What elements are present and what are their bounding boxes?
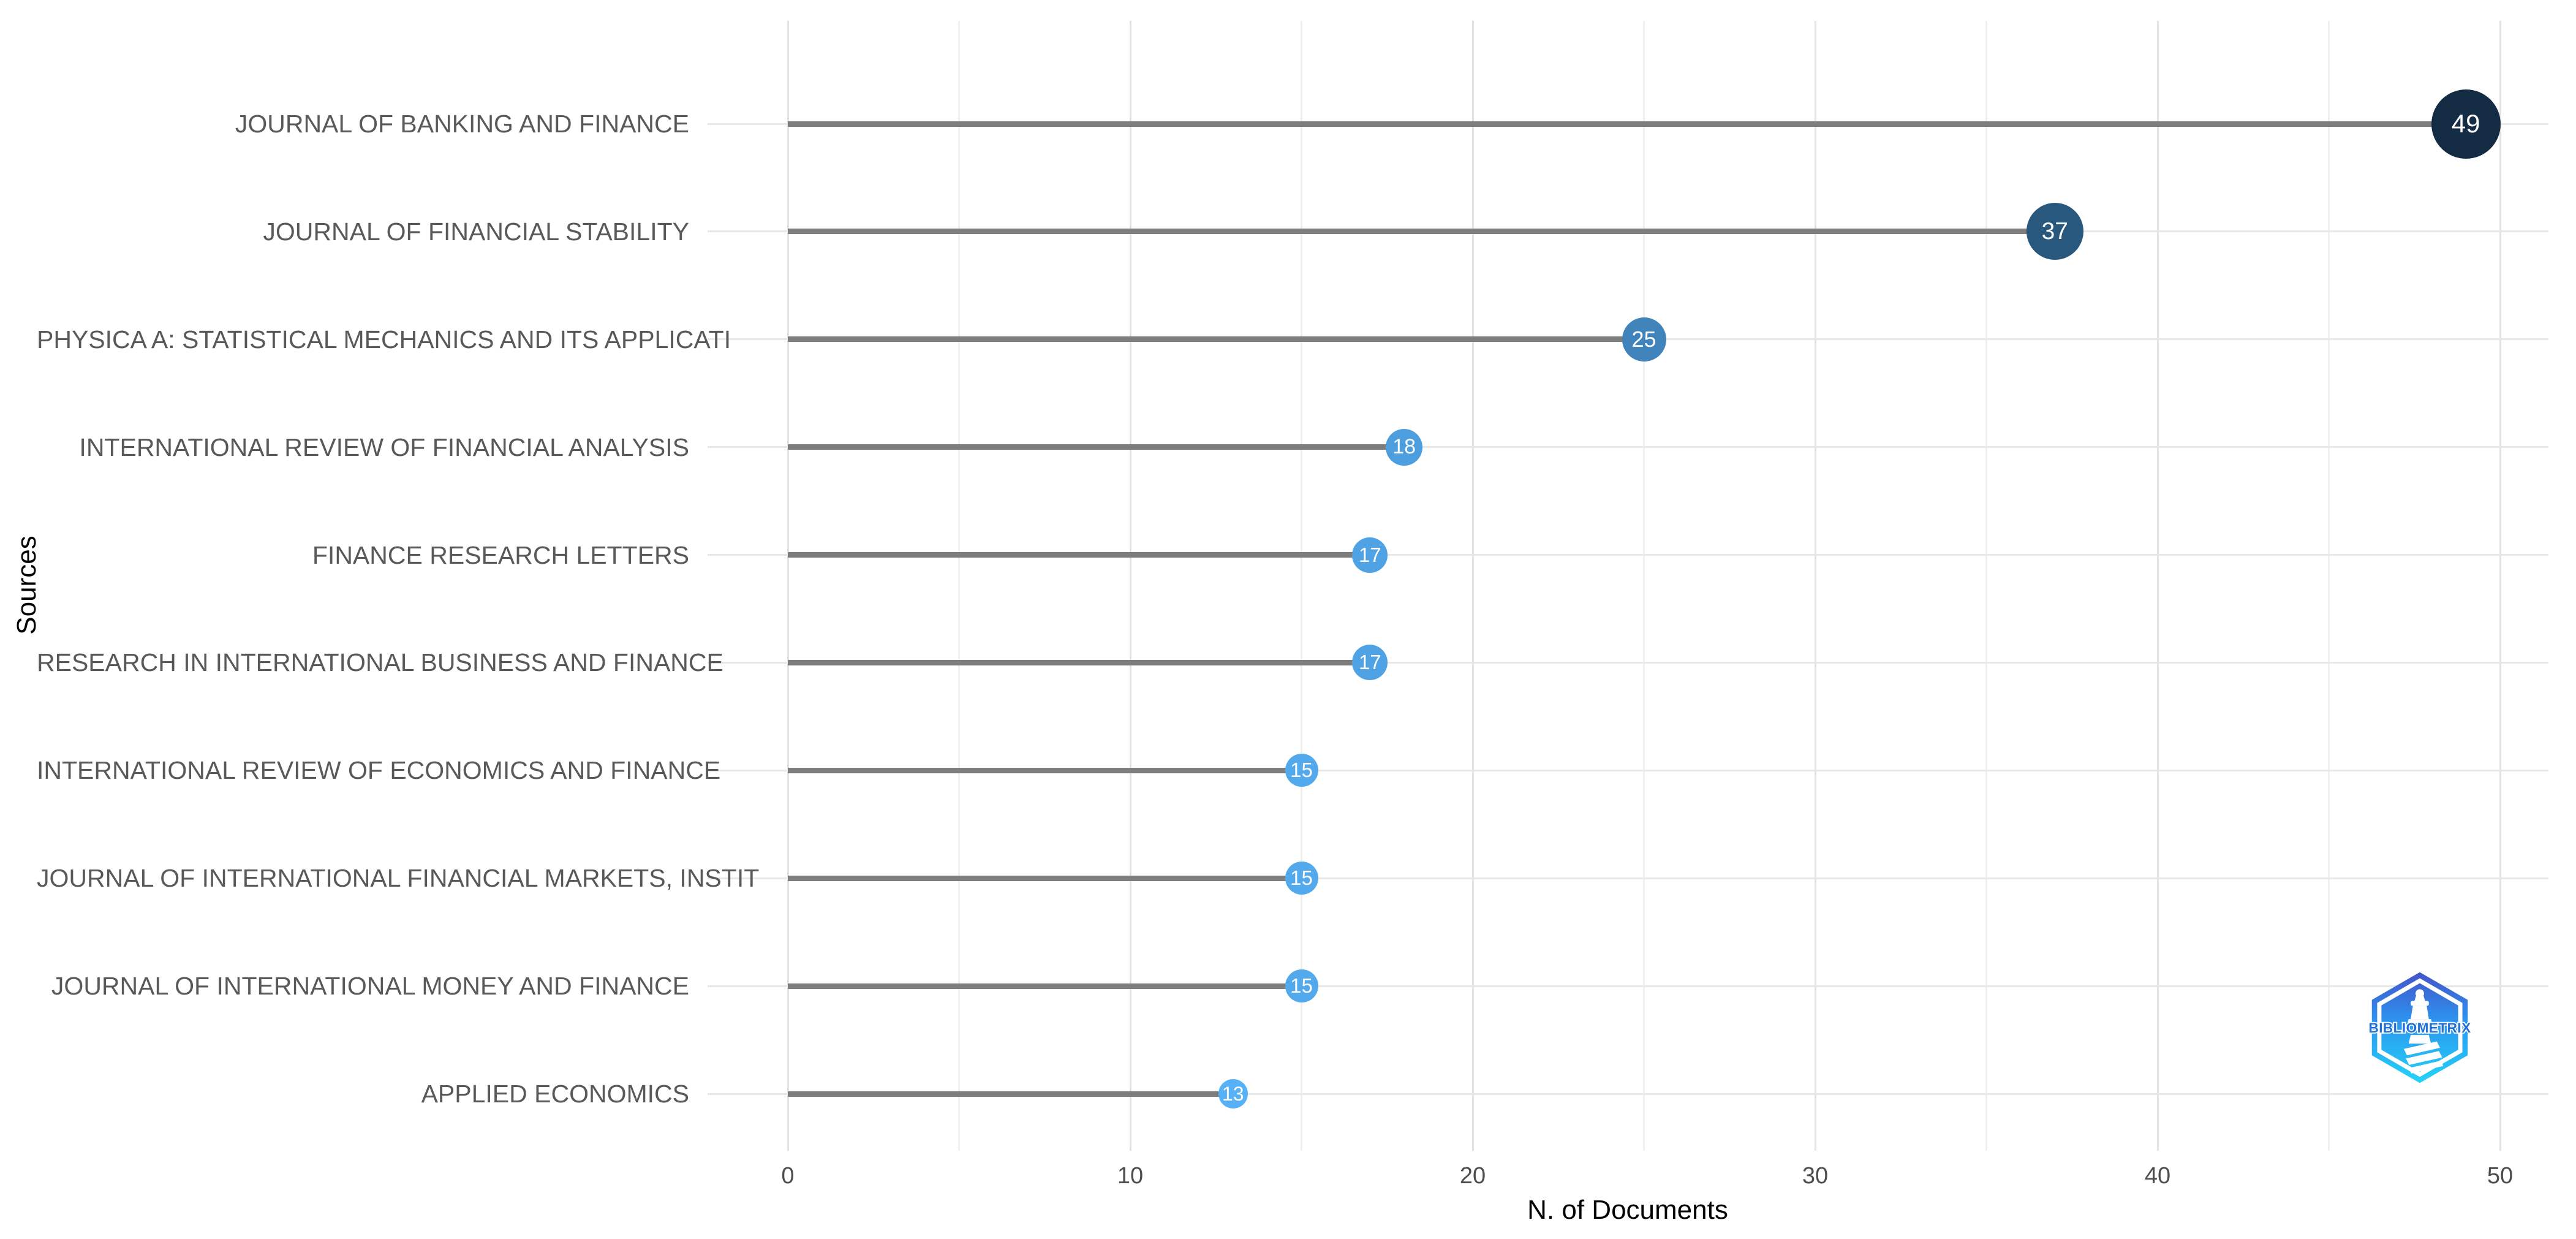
lollipop-dot: 25 <box>1622 317 1666 362</box>
lollipop-dot: 15 <box>1285 862 1318 895</box>
lollipop-dot: 15 <box>1285 754 1318 787</box>
dot-value-label: 18 <box>1392 435 1416 459</box>
x-tick-label: 0 <box>781 1163 795 1189</box>
lollipop-dot: 49 <box>2431 89 2501 159</box>
lollipop-stem <box>788 875 1302 881</box>
x-axis-title: N. of Documents <box>1527 1195 1728 1225</box>
source-label: JOURNAL OF FINANCIAL STABILITY <box>263 217 689 246</box>
y-axis-title: Sources <box>12 536 42 635</box>
grid-line-vertical-minor <box>1301 21 1302 1151</box>
source-label: PHYSICA A: STATISTICAL MECHANICS AND ITS… <box>37 325 731 354</box>
lollipop-stem <box>788 444 1405 450</box>
source-label: JOURNAL OF INTERNATIONAL MONEY AND FINAN… <box>51 972 689 1001</box>
grid-line-vertical-major <box>1814 21 1816 1151</box>
lollipop-dot: 15 <box>1285 969 1318 1003</box>
dot-value-label: 17 <box>1358 543 1381 566</box>
lollipop-stem <box>788 767 1302 773</box>
grid-line-vertical-major <box>787 21 789 1151</box>
dot-value-label: 15 <box>1290 759 1313 782</box>
bibliometrix-logo-icon: BIBLIOMETRIX <box>2368 972 2472 1083</box>
source-label: INTERNATIONAL REVIEW OF FINANCIAL ANALYS… <box>79 433 689 461</box>
dot-value-label: 15 <box>1290 866 1313 890</box>
grid-line-vertical-minor <box>958 21 960 1151</box>
grid-line-vertical-minor <box>2328 21 2330 1151</box>
grid-line-horizontal <box>708 985 2548 987</box>
grid-line-horizontal <box>708 446 2548 449</box>
lollipop-dot: 17 <box>1352 537 1388 573</box>
grid-line-horizontal <box>708 769 2548 771</box>
lollipop-stem <box>788 659 1370 665</box>
lollipop-stem <box>788 229 2055 235</box>
x-tick-label: 10 <box>1117 1163 1144 1189</box>
dot-value-label: 15 <box>1290 974 1313 998</box>
grid-line-vertical-minor <box>1643 21 1645 1151</box>
dot-value-label: 49 <box>2451 109 2480 138</box>
x-tick-label: 20 <box>1459 1163 1486 1189</box>
lollipop-dot: 18 <box>1386 428 1423 466</box>
source-label: APPLIED ECONOMICS <box>421 1080 689 1108</box>
lollipop-dot: 37 <box>2026 203 2083 260</box>
lollipop-stem <box>788 552 1370 558</box>
dot-value-label: 13 <box>1222 1082 1244 1105</box>
x-tick-label: 40 <box>2144 1163 2171 1189</box>
x-tick-label: 50 <box>2487 1163 2514 1189</box>
source-label: JOURNAL OF INTERNATIONAL FINANCIAL MARKE… <box>37 864 760 893</box>
grid-line-vertical-major <box>2499 21 2501 1151</box>
lollipop-dot: 17 <box>1352 645 1388 681</box>
source-label: INTERNATIONAL REVIEW OF ECONOMICS AND FI… <box>37 756 721 785</box>
source-label: JOURNAL OF BANKING AND FINANCE <box>235 110 689 138</box>
grid-line-vertical-major <box>1471 21 1474 1151</box>
grid-line-vertical-major <box>1129 21 1131 1151</box>
lollipop-stem <box>788 983 1302 989</box>
dot-value-label: 17 <box>1358 651 1381 674</box>
logo-inner-hexagon-border <box>2377 978 2463 1077</box>
lollipop-stem <box>788 1091 1233 1097</box>
lollipop-stem <box>788 336 1644 343</box>
dot-value-label: 25 <box>1631 326 1656 352</box>
lollipop-dot: 13 <box>1218 1079 1248 1108</box>
grid-line-horizontal <box>708 554 2548 556</box>
grid-line-horizontal <box>708 1093 2548 1095</box>
grid-line-vertical-minor <box>1985 21 1987 1151</box>
logo-wordmark: BIBLIOMETRIX <box>2368 1020 2471 1036</box>
source-label: FINANCE RESEARCH LETTERS <box>312 540 689 569</box>
lollipop-stem <box>788 121 2466 127</box>
grid-line-horizontal <box>708 877 2548 879</box>
grid-line-horizontal <box>708 661 2548 664</box>
lighthouse-icon <box>2403 989 2444 1074</box>
grid-line-vertical-major <box>2156 21 2159 1151</box>
logo-hexagon <box>2371 972 2468 1083</box>
x-tick-label: 30 <box>1802 1163 1829 1189</box>
source-label: RESEARCH IN INTERNATIONAL BUSINESS AND F… <box>37 648 723 677</box>
dot-value-label: 37 <box>2041 218 2068 244</box>
